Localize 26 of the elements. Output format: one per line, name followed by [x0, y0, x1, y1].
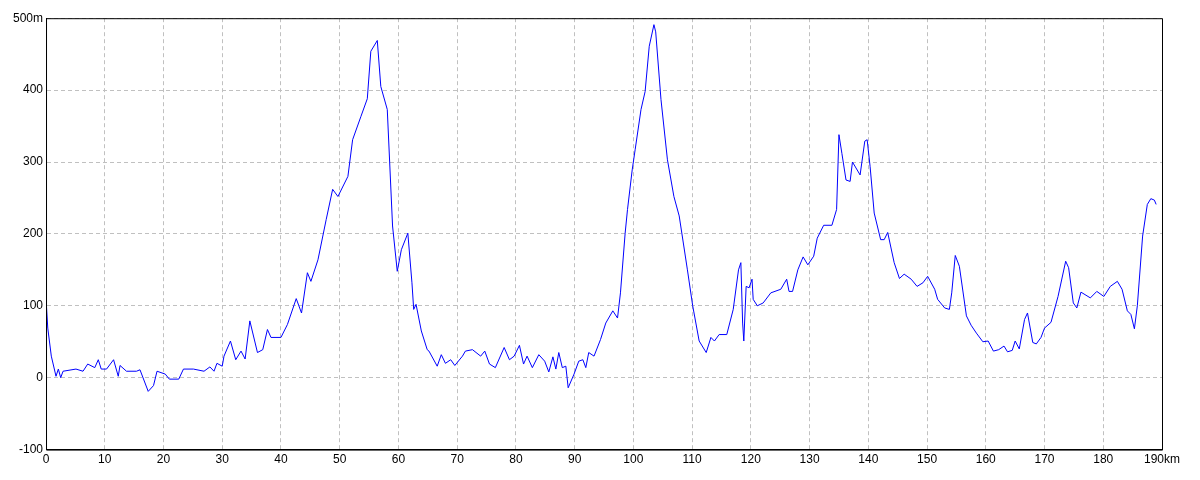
x-tick-label: 70 — [450, 452, 465, 467]
x-tick-label: 160 — [975, 452, 997, 467]
x-tick-label: 150 — [917, 452, 938, 467]
x-tick-label: 30 — [215, 452, 230, 467]
y-tick-label: 100 — [22, 298, 44, 313]
x-tick-label: 80 — [509, 452, 523, 467]
x-tick-label: 40 — [274, 452, 288, 467]
y-tick-label: 0 — [36, 370, 44, 385]
x-tick-label: 10 — [98, 452, 112, 467]
y-tick-label: -100 — [18, 441, 44, 456]
x-tick-label: 20 — [156, 452, 171, 467]
x-tick-label: 190km — [1143, 452, 1181, 467]
x-tick-label: 60 — [391, 452, 406, 467]
x-tick-label: 90 — [567, 452, 582, 467]
x-tick-label: 170 — [1034, 452, 1055, 467]
y-tick-label: 300 — [22, 154, 44, 169]
x-tick-label: 130 — [799, 452, 820, 467]
x-tick-label: 110 — [682, 452, 702, 467]
y-tick-label: 500m — [12, 10, 44, 25]
x-tick-label: 120 — [740, 452, 762, 467]
y-tick-label: 200 — [22, 226, 44, 241]
x-tick-label: 180 — [1093, 452, 1114, 467]
y-tick-label: 400 — [22, 82, 44, 97]
x-tick-label: 50 — [333, 452, 347, 467]
x-tick-label: 100 — [623, 452, 644, 467]
x-tick-label: 140 — [858, 452, 879, 467]
